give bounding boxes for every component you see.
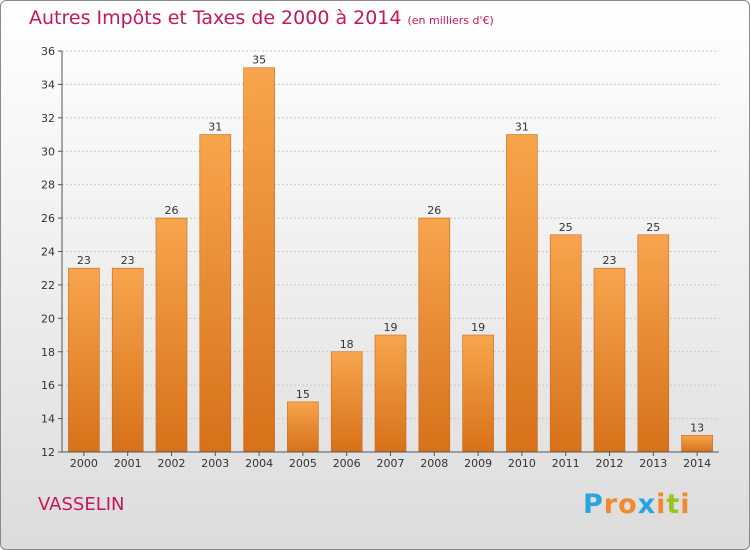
value-label: 25 <box>646 221 660 234</box>
logo-letter: P <box>583 489 604 520</box>
x-tick-label: 2012 <box>596 457 624 470</box>
x-tick-label: 2009 <box>464 457 492 470</box>
x-tick-label: 2002 <box>158 457 186 470</box>
x-tick-label: 2004 <box>245 457 273 470</box>
chart-title-text: Autres Impôts et Taxes de 2000 à 2014 <box>29 7 402 29</box>
bar-2001 <box>112 268 144 452</box>
bar-2013 <box>637 234 669 452</box>
x-tick-label: 2013 <box>639 457 667 470</box>
value-label: 19 <box>384 321 398 334</box>
y-tick-label: 12 <box>41 446 55 459</box>
bar-2009 <box>462 335 494 452</box>
y-tick-label: 22 <box>41 279 55 292</box>
chart-title: Autres Impôts et Taxes de 2000 à 2014 (en… <box>29 7 494 29</box>
value-label: 23 <box>603 254 617 267</box>
value-label: 31 <box>208 121 222 134</box>
logo-letter: i <box>656 489 667 520</box>
value-label: 23 <box>121 254 135 267</box>
bar-2003 <box>199 134 231 452</box>
value-label: 35 <box>252 54 266 67</box>
logo-letter: t <box>666 489 681 520</box>
logo-letter: x <box>637 489 657 520</box>
bar-2005 <box>287 401 319 452</box>
y-tick-label: 14 <box>41 413 55 426</box>
value-label: 31 <box>515 121 529 134</box>
value-label: 25 <box>559 221 573 234</box>
y-tick-label: 20 <box>41 312 55 325</box>
x-tick-label: 2014 <box>683 457 711 470</box>
y-tick-label: 26 <box>41 212 55 225</box>
bar-2007 <box>375 335 406 452</box>
chart-unit: (en milliers d'€) <box>407 14 494 27</box>
x-tick-label: 2011 <box>552 457 580 470</box>
y-tick-label: 24 <box>41 246 55 259</box>
bar-2000 <box>68 268 100 452</box>
bar-2002 <box>156 218 187 452</box>
x-tick-label: 2005 <box>289 457 317 470</box>
y-tick-label: 34 <box>41 78 55 91</box>
x-tick-label: 2003 <box>201 457 229 470</box>
value-label: 18 <box>340 338 354 351</box>
x-tick-label: 2000 <box>70 457 98 470</box>
y-tick-label: 30 <box>41 145 55 158</box>
value-label: 23 <box>77 254 91 267</box>
x-tick-label: 2010 <box>508 457 536 470</box>
bar-2006 <box>331 351 363 452</box>
value-label: 19 <box>471 321 485 334</box>
y-tick-label: 18 <box>41 346 55 359</box>
bar-2004 <box>243 67 275 452</box>
x-tick-label: 2008 <box>420 457 448 470</box>
y-tick-label: 16 <box>41 379 55 392</box>
axes: 12 14 16 18 20 22 24 26 28 30 32 34 36 2000 2001 2002 20… <box>41 45 719 470</box>
logo-letter: r <box>603 489 619 520</box>
bar-2010 <box>506 134 538 452</box>
logo-letter: i <box>680 489 691 520</box>
y-tick-label: 28 <box>41 179 55 192</box>
bar-2011 <box>550 234 582 452</box>
x-tick-label: 2007 <box>377 457 405 470</box>
commune-name: VASSELIN <box>38 494 125 515</box>
y-tick-label: 32 <box>41 112 55 125</box>
value-label: 13 <box>690 421 704 434</box>
logo-letter: o <box>618 489 638 520</box>
proxiti-logo: Proxiti <box>583 489 691 520</box>
bar-2008 <box>418 218 450 452</box>
value-label: 26 <box>165 204 179 217</box>
y-tick-label: 36 <box>41 45 55 58</box>
bars: 23 23 26 31 35 15 18 19 26 19 31 25 23 25 13 <box>68 54 713 453</box>
bar-2012 <box>594 268 625 452</box>
value-label: 26 <box>427 204 441 217</box>
x-tick-label: 2006 <box>333 457 361 470</box>
value-label: 15 <box>296 388 310 401</box>
x-tick-label: 2001 <box>114 457 142 470</box>
bar-2014 <box>681 435 713 452</box>
